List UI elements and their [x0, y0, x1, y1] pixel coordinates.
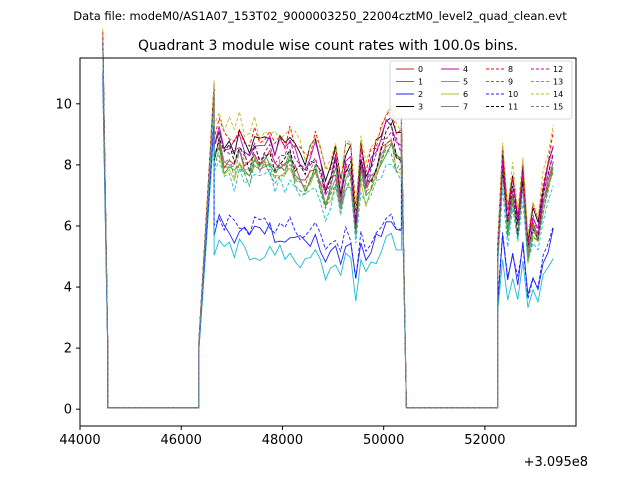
legend-label-9: 9	[508, 78, 513, 87]
x-tick-label: 52000	[464, 433, 505, 448]
legend-label-1: 1	[418, 78, 423, 87]
legend-label-13: 13	[553, 78, 563, 87]
y-tick-label: 8	[64, 158, 72, 173]
legend-label-0: 0	[418, 65, 423, 74]
legend-label-7: 7	[463, 103, 468, 112]
y-tick-label: 2	[64, 342, 72, 357]
legend-label-15: 15	[553, 103, 563, 112]
y-tick-label: 0	[64, 403, 72, 418]
legend-label-3: 3	[418, 103, 423, 112]
y-tick-label: 6	[64, 219, 72, 234]
y-axis: 0 2 4 6 8 10	[55, 97, 80, 418]
legend-label-4: 4	[463, 65, 468, 74]
x-tick-label: 44000	[59, 433, 100, 448]
legend-label-11: 11	[508, 103, 518, 112]
y-tick-label: 10	[55, 97, 72, 112]
legend-label-10: 10	[508, 90, 518, 99]
chart-title: Quadrant 3 module wise count rates with …	[138, 38, 518, 54]
x-offset-label: +3.095e8	[524, 455, 588, 470]
legend-label-14: 14	[553, 90, 563, 99]
figure-suptitle: Data file: modeM0/AS1A07_153T02_90000032…	[73, 9, 567, 23]
legend-label-5: 5	[463, 78, 468, 87]
x-tick-label: 46000	[161, 433, 202, 448]
series-line-15	[102, 45, 554, 409]
legend-label-2: 2	[418, 90, 423, 99]
plot-frame	[79, 57, 577, 427]
plot-area	[102, 28, 554, 409]
x-axis: 44000 46000 48000 50000 52000	[59, 426, 506, 448]
x-tick-label: 48000	[262, 433, 303, 448]
legend-label-8: 8	[508, 65, 513, 74]
legend-label-12: 12	[553, 65, 563, 74]
x-tick-label: 50000	[363, 433, 404, 448]
legend-box	[389, 60, 573, 120]
y-tick-label: 4	[64, 281, 72, 296]
legend-label-6: 6	[463, 90, 468, 99]
